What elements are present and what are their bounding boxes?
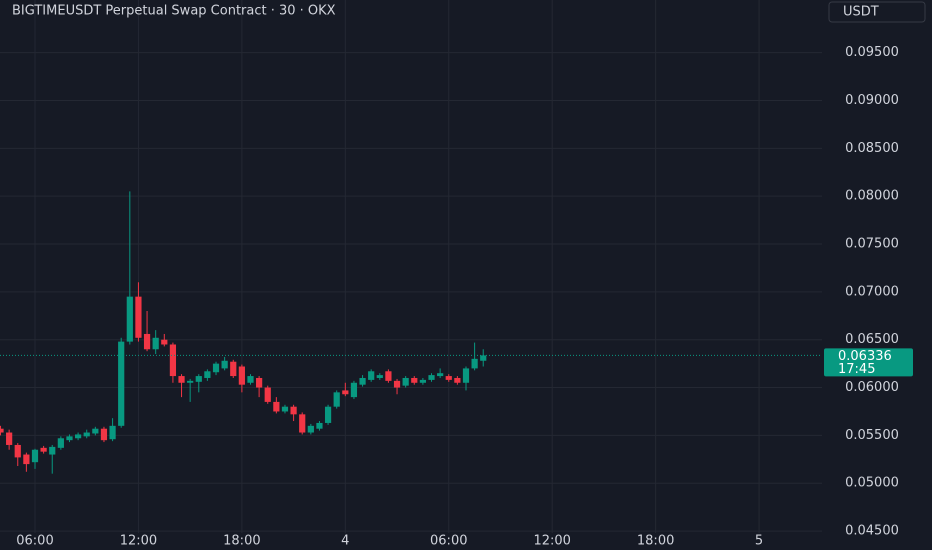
candle-body: [118, 341, 125, 426]
y-tick-label: 0.07000: [845, 284, 899, 299]
candle-body: [49, 446, 56, 455]
candle-body: [23, 454, 30, 465]
candle-body: [92, 428, 99, 434]
candle-body: [238, 366, 245, 385]
candle-body: [437, 373, 444, 377]
candle-body: [402, 377, 409, 386]
candle-body: [359, 377, 366, 385]
candle-body: [462, 368, 470, 383]
candle-body: [204, 371, 211, 378]
candle-body: [66, 436, 73, 441]
candle-body: [316, 422, 323, 429]
candle-body: [143, 333, 151, 350]
y-tick-label: 0.09500: [845, 45, 899, 60]
candle-body: [100, 428, 108, 441]
candle-body: [169, 344, 177, 377]
candle-body: [299, 414, 306, 433]
candle-body: [480, 355, 487, 361]
candle-body: [6, 432, 13, 445]
candle-body: [247, 376, 254, 383]
candle-body: [195, 376, 202, 382]
candle-body: [324, 406, 332, 423]
candle-body: [428, 375, 435, 380]
candle-body: [0, 428, 4, 433]
y-tick-label: 0.04500: [845, 524, 899, 539]
x-tick-label: 12:00: [533, 534, 570, 549]
y-tick-label: 0.05000: [845, 476, 899, 491]
candle-body: [393, 380, 401, 388]
candle-body: [256, 377, 263, 388]
candle-body: [281, 406, 289, 412]
candle-body: [290, 406, 297, 415]
candle-body: [342, 390, 349, 395]
candle-body: [212, 363, 220, 373]
candle-body: [376, 375, 383, 378]
x-tick-label: 4: [341, 534, 349, 549]
candle-body: [368, 371, 375, 380]
x-tick-label: 12:00: [120, 534, 157, 549]
x-tick-label: 06:00: [16, 534, 53, 549]
candle-body: [126, 296, 133, 342]
candle-body: [350, 382, 358, 398]
y-tick-label: 0.07500: [845, 237, 899, 252]
countdown-label: 17:45: [838, 362, 875, 377]
candle-body: [161, 339, 168, 345]
candle-body: [333, 392, 340, 407]
candles: [0, 191, 487, 474]
candle-body: [83, 432, 90, 437]
currency-button[interactable]: [828, 1, 926, 23]
candle-body: [178, 376, 185, 383]
candle-body: [307, 425, 314, 433]
y-tick-label: 0.08500: [845, 141, 899, 156]
grid: [0, 0, 822, 533]
candle-body: [230, 361, 237, 377]
y-tick-label: 0.09000: [845, 93, 899, 108]
candle-body: [411, 377, 418, 383]
candle-body: [187, 380, 194, 383]
y-tick-label: 0.06500: [845, 332, 899, 347]
candle-body: [152, 337, 159, 350]
candle-body: [57, 438, 64, 448]
last-price-label: 0.06336: [838, 349, 892, 364]
candle-body: [419, 379, 426, 383]
chart-title: BIGTIMEUSDT Perpetual Swap Contract · 30…: [12, 4, 336, 19]
candle-body: [221, 360, 228, 369]
currency-label[interactable]: USDT: [843, 5, 879, 20]
candle-body: [264, 387, 271, 402]
x-tick-label: 18:00: [637, 534, 674, 549]
last-price-tag: [824, 348, 913, 377]
candle-body: [14, 444, 21, 458]
x-tick-label: 06:00: [430, 534, 467, 549]
candle-body: [74, 434, 82, 439]
candle-body: [385, 371, 392, 381]
candle-body: [454, 377, 461, 383]
x-tick-label: 18:00: [223, 534, 260, 549]
candle-body: [445, 376, 452, 380]
candle-body: [109, 425, 116, 440]
candle-body: [40, 447, 47, 452]
y-tick-label: 0.06000: [845, 380, 899, 395]
y-tick-label: 0.08000: [845, 189, 899, 204]
candle-body: [135, 296, 142, 338]
candle-body: [273, 401, 280, 412]
y-tick-label: 0.05500: [845, 428, 899, 443]
x-tick-label: 5: [755, 534, 763, 549]
candle-body: [471, 358, 478, 369]
candle-body: [31, 449, 39, 463]
